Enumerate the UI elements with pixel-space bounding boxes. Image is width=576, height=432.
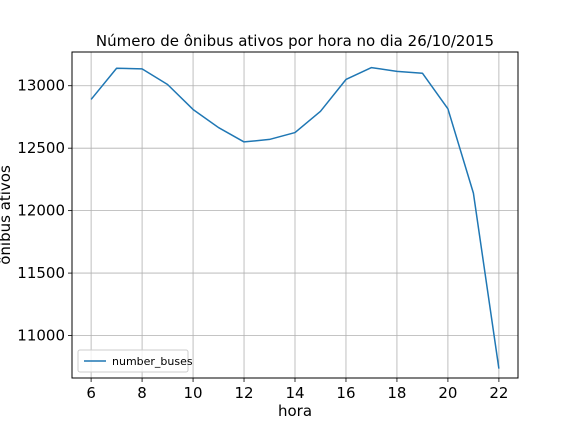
y-axis-label: ônibus ativos bbox=[0, 165, 14, 265]
x-tick-label: 8 bbox=[137, 384, 147, 402]
x-tick-label: 18 bbox=[387, 384, 406, 402]
grid-lines bbox=[72, 52, 518, 378]
y-tick-label: 13000 bbox=[17, 77, 65, 95]
legend-entry-label: number_buses bbox=[112, 355, 193, 368]
series-line-number_buses bbox=[90, 66, 500, 369]
x-tick-label: 22 bbox=[489, 384, 508, 402]
y-tick-label: 11500 bbox=[17, 264, 65, 282]
y-tick-label: 11000 bbox=[17, 327, 65, 345]
x-axis-label: hora bbox=[278, 402, 312, 420]
y-tick-label: 12000 bbox=[17, 202, 65, 220]
x-tick-label: 16 bbox=[336, 384, 355, 402]
x-tick-label: 20 bbox=[438, 384, 457, 402]
axis-ticks: 6 8 10 12 14 16 18 20 22 11000 11500 12000 12500 1300… bbox=[17, 77, 508, 402]
legend-box bbox=[77, 349, 189, 373]
series-layer bbox=[90, 66, 500, 369]
chart-title: Número de ônibus ativos por hora no dia … bbox=[96, 32, 494, 50]
y-tick-label: 12500 bbox=[17, 139, 65, 157]
legend: number_buses bbox=[77, 349, 193, 373]
x-tick-label: 14 bbox=[285, 384, 304, 402]
x-tick-label: 6 bbox=[86, 384, 96, 402]
x-tick-label: 10 bbox=[184, 384, 203, 402]
x-tick-label: 12 bbox=[234, 384, 253, 402]
